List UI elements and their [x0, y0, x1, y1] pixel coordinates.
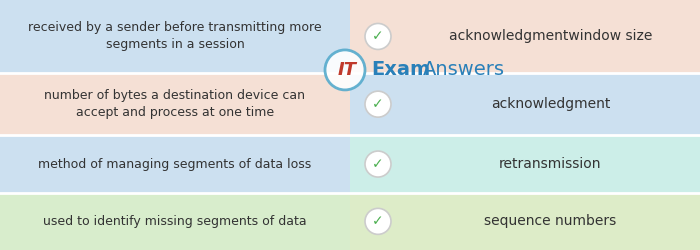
- Text: acknowledgment: acknowledgment: [491, 97, 610, 111]
- Bar: [0, 0, 350, 73]
- Text: retransmission: retransmission: [499, 157, 602, 171]
- Bar: [350, 193, 700, 250]
- Text: received by a sender before transmitting more
segments in a session: received by a sender before transmitting…: [28, 22, 322, 52]
- Text: IT: IT: [337, 61, 356, 79]
- Text: Answers: Answers: [423, 60, 505, 80]
- Text: acknowledgmentwindow size: acknowledgmentwindow size: [449, 30, 652, 44]
- Bar: [350, 73, 700, 136]
- Bar: [350, 0, 700, 73]
- Text: ✓: ✓: [372, 97, 384, 111]
- Circle shape: [365, 91, 391, 117]
- Text: method of managing segments of data loss: method of managing segments of data loss: [38, 158, 312, 170]
- Circle shape: [365, 24, 391, 50]
- Text: ✓: ✓: [372, 214, 384, 228]
- Circle shape: [365, 208, 391, 234]
- Bar: [0, 73, 350, 136]
- Bar: [0, 136, 350, 193]
- Text: sequence numbers: sequence numbers: [484, 214, 617, 228]
- Bar: [350, 136, 700, 193]
- Text: Exam: Exam: [371, 60, 430, 80]
- Circle shape: [365, 151, 391, 177]
- Circle shape: [325, 50, 365, 90]
- Bar: [0, 193, 350, 250]
- Text: number of bytes a destination device can
accept and process at one time: number of bytes a destination device can…: [45, 89, 305, 119]
- Text: ✓: ✓: [372, 30, 384, 44]
- Text: ✓: ✓: [372, 157, 384, 171]
- Text: used to identify missing segments of data: used to identify missing segments of dat…: [43, 215, 307, 228]
